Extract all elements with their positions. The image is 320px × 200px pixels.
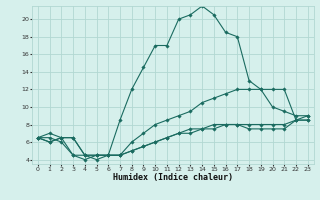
X-axis label: Humidex (Indice chaleur): Humidex (Indice chaleur) [113, 173, 233, 182]
